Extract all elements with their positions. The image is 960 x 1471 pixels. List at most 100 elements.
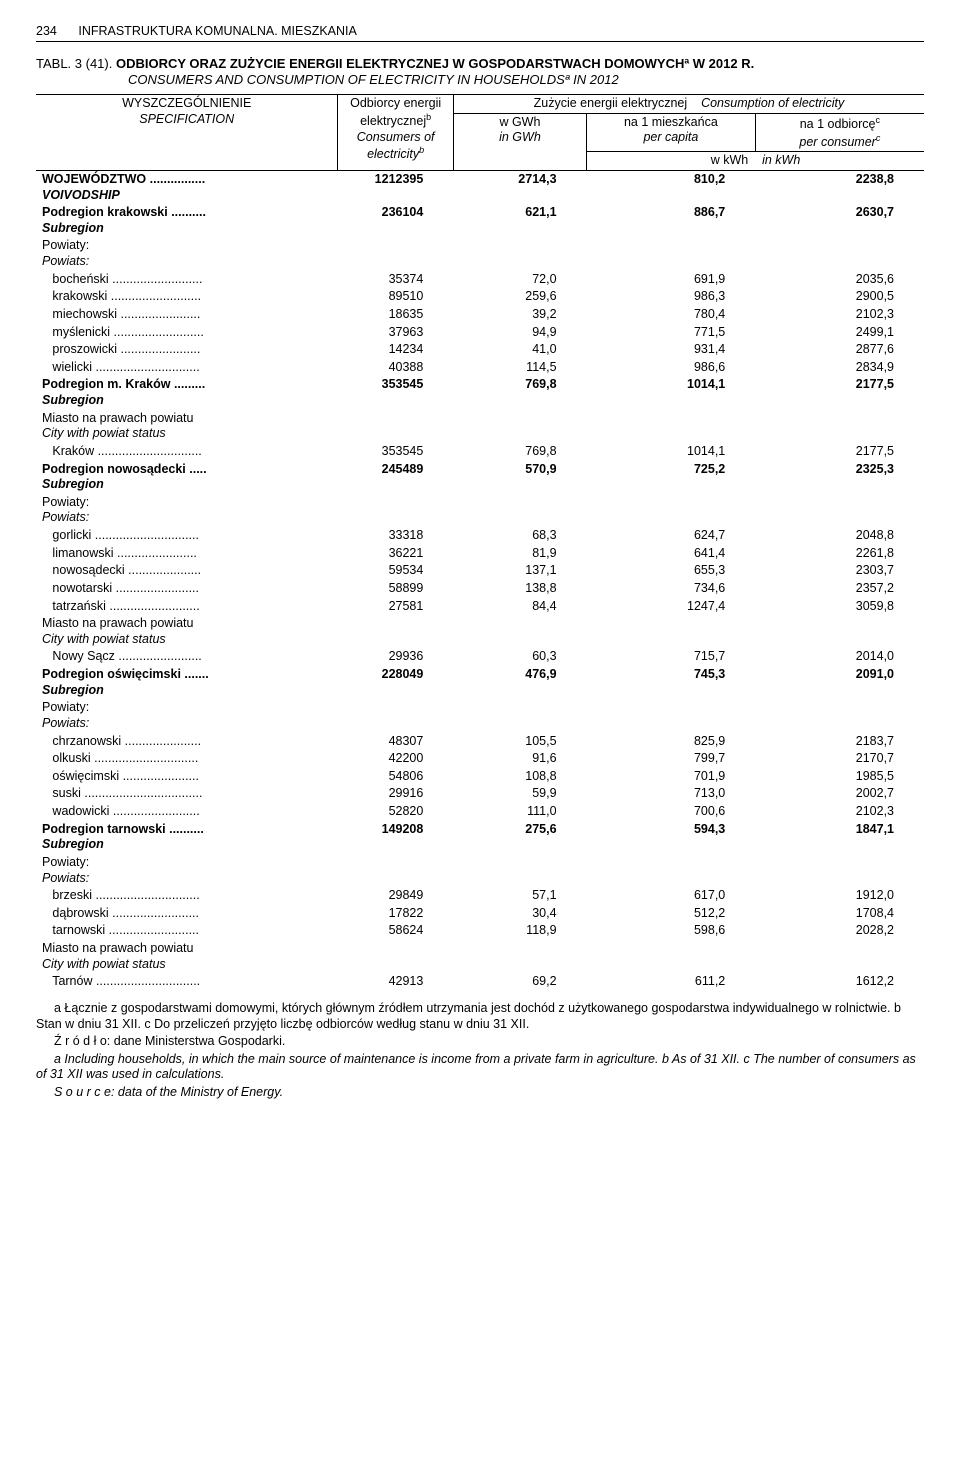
th-consumption-group: Zużycie energii elektrycznej Consumption… xyxy=(453,95,924,114)
cell-value xyxy=(755,410,924,443)
row-label: krakowski .......................... xyxy=(36,288,338,306)
cell-value: 149208 xyxy=(338,821,453,854)
cell-value: 617,0 xyxy=(587,887,756,905)
cell-value: 41,0 xyxy=(453,341,586,359)
cell-value: 3059,8 xyxy=(755,598,924,616)
cell-value: 36221 xyxy=(338,545,453,563)
table-row: Tarnów ..............................429… xyxy=(36,973,924,991)
row-label: WOJEWÓDZTWO ................VOIVODSHIP xyxy=(36,170,338,204)
cell-value: 94,9 xyxy=(453,324,586,342)
th-per-capita: na 1 mieszkańca per capita xyxy=(587,113,756,152)
row-label: wielicki .............................. xyxy=(36,359,338,377)
source-pl: Ź r ó d ł o: dane Ministerstwa Gospodark… xyxy=(36,1034,924,1050)
cell-value xyxy=(755,940,924,973)
table-row: Podregion oświęcimski .......Subregion22… xyxy=(36,666,924,699)
cell-value: 114,5 xyxy=(453,359,586,377)
table-row: suski ..................................… xyxy=(36,785,924,803)
cell-value: 33318 xyxy=(338,527,453,545)
cell-value: 1612,2 xyxy=(755,973,924,991)
row-label: wadowicki ......................... xyxy=(36,803,338,821)
cell-value: 57,1 xyxy=(453,887,586,905)
cell-value xyxy=(587,940,756,973)
th-kwh: w kWh in kWh xyxy=(587,152,924,171)
data-table: WYSZCZEGÓLNIENIE SPECIFICATION Odbiorcy … xyxy=(36,94,924,991)
cell-value xyxy=(338,410,453,443)
cell-value: 769,8 xyxy=(453,376,586,409)
cell-value: 1912,0 xyxy=(755,887,924,905)
cell-value: 228049 xyxy=(338,666,453,699)
cell-value: 769,8 xyxy=(453,443,586,461)
cell-value: 138,8 xyxy=(453,580,586,598)
row-label: dąbrowski ......................... xyxy=(36,905,338,923)
cell-value: 1985,5 xyxy=(755,768,924,786)
cell-value: 259,6 xyxy=(453,288,586,306)
row-label: Podregion m. Kraków .........Subregion xyxy=(36,376,338,409)
cell-value xyxy=(453,699,586,732)
table-title-en: CONSUMERS AND CONSUMPTION OF ELECTRICITY… xyxy=(128,72,924,88)
cell-value: 725,2 xyxy=(587,461,756,494)
cell-value: 641,4 xyxy=(587,545,756,563)
cell-value xyxy=(453,940,586,973)
cell-value: 2048,8 xyxy=(755,527,924,545)
cell-value: 611,2 xyxy=(587,973,756,991)
cell-value: 715,7 xyxy=(587,648,756,666)
table-row: nowotarski ........................58899… xyxy=(36,580,924,598)
cell-value: 570,9 xyxy=(453,461,586,494)
cell-value xyxy=(338,615,453,648)
row-label: Kraków .............................. xyxy=(36,443,338,461)
cell-value xyxy=(338,940,453,973)
table-row: Podregion krakowski ..........Subregion2… xyxy=(36,204,924,237)
table-body: WOJEWÓDZTWO ................VOIVODSHIP12… xyxy=(36,170,924,991)
cell-value xyxy=(755,237,924,270)
cell-value: 624,7 xyxy=(587,527,756,545)
cell-value: 52820 xyxy=(338,803,453,821)
cell-value: 40388 xyxy=(338,359,453,377)
row-label: tarnowski .......................... xyxy=(36,922,338,940)
cell-value: 89510 xyxy=(338,288,453,306)
table-row: Nowy Sącz ........................299366… xyxy=(36,648,924,666)
cell-value: 35374 xyxy=(338,271,453,289)
cell-value: 810,2 xyxy=(587,170,756,204)
table-row: dąbrowski .........................17822… xyxy=(36,905,924,923)
cell-value: 621,1 xyxy=(453,204,586,237)
cell-value xyxy=(587,615,756,648)
table-title: TABL. 3 (41). ODBIORCY ORAZ ZUŻYCIE ENER… xyxy=(36,56,924,89)
cell-value: 512,2 xyxy=(587,905,756,923)
cell-value: 72,0 xyxy=(453,271,586,289)
row-label: brzeski .............................. xyxy=(36,887,338,905)
table-row: limanowski .......................362218… xyxy=(36,545,924,563)
cell-value: 1014,1 xyxy=(587,443,756,461)
row-label: tatrzański .......................... xyxy=(36,598,338,616)
cell-value xyxy=(453,854,586,887)
cell-value: 2261,8 xyxy=(755,545,924,563)
cell-value: 84,4 xyxy=(453,598,586,616)
row-label: chrzanowski ...................... xyxy=(36,733,338,751)
footnote-en: a Including households, in which the mai… xyxy=(36,1052,924,1083)
page-header: 234 INFRASTRUKTURA KOMUNALNA. MIESZKANIA xyxy=(36,24,924,42)
row-label: nowosądecki ..................... xyxy=(36,562,338,580)
page-number: 234 xyxy=(36,24,57,40)
section-title: INFRASTRUKTURA KOMUNALNA. MIESZKANIA xyxy=(78,24,357,38)
cell-value: 931,4 xyxy=(587,341,756,359)
cell-value: 14234 xyxy=(338,341,453,359)
table-row: wielicki ..............................4… xyxy=(36,359,924,377)
cell-value: 353545 xyxy=(338,376,453,409)
cell-value: 734,6 xyxy=(587,580,756,598)
table-row: Miasto na prawach powiatuCity with powia… xyxy=(36,940,924,973)
cell-value: 886,7 xyxy=(587,204,756,237)
table-row: Powiaty:Powiats: xyxy=(36,699,924,732)
cell-value: 2035,6 xyxy=(755,271,924,289)
row-label: Podregion krakowski ..........Subregion xyxy=(36,204,338,237)
row-label: Podregion tarnowski ..........Subregion xyxy=(36,821,338,854)
table-row: Podregion tarnowski ..........Subregion1… xyxy=(36,821,924,854)
cell-value xyxy=(453,237,586,270)
cell-value: 825,9 xyxy=(587,733,756,751)
cell-value xyxy=(453,494,586,527)
cell-value: 54806 xyxy=(338,768,453,786)
table-label: TABL. 3 (41). xyxy=(36,56,112,71)
cell-value: 1708,4 xyxy=(755,905,924,923)
cell-value xyxy=(587,237,756,270)
cell-value: 91,6 xyxy=(453,750,586,768)
table-row: Miasto na prawach powiatuCity with powia… xyxy=(36,410,924,443)
cell-value xyxy=(453,615,586,648)
